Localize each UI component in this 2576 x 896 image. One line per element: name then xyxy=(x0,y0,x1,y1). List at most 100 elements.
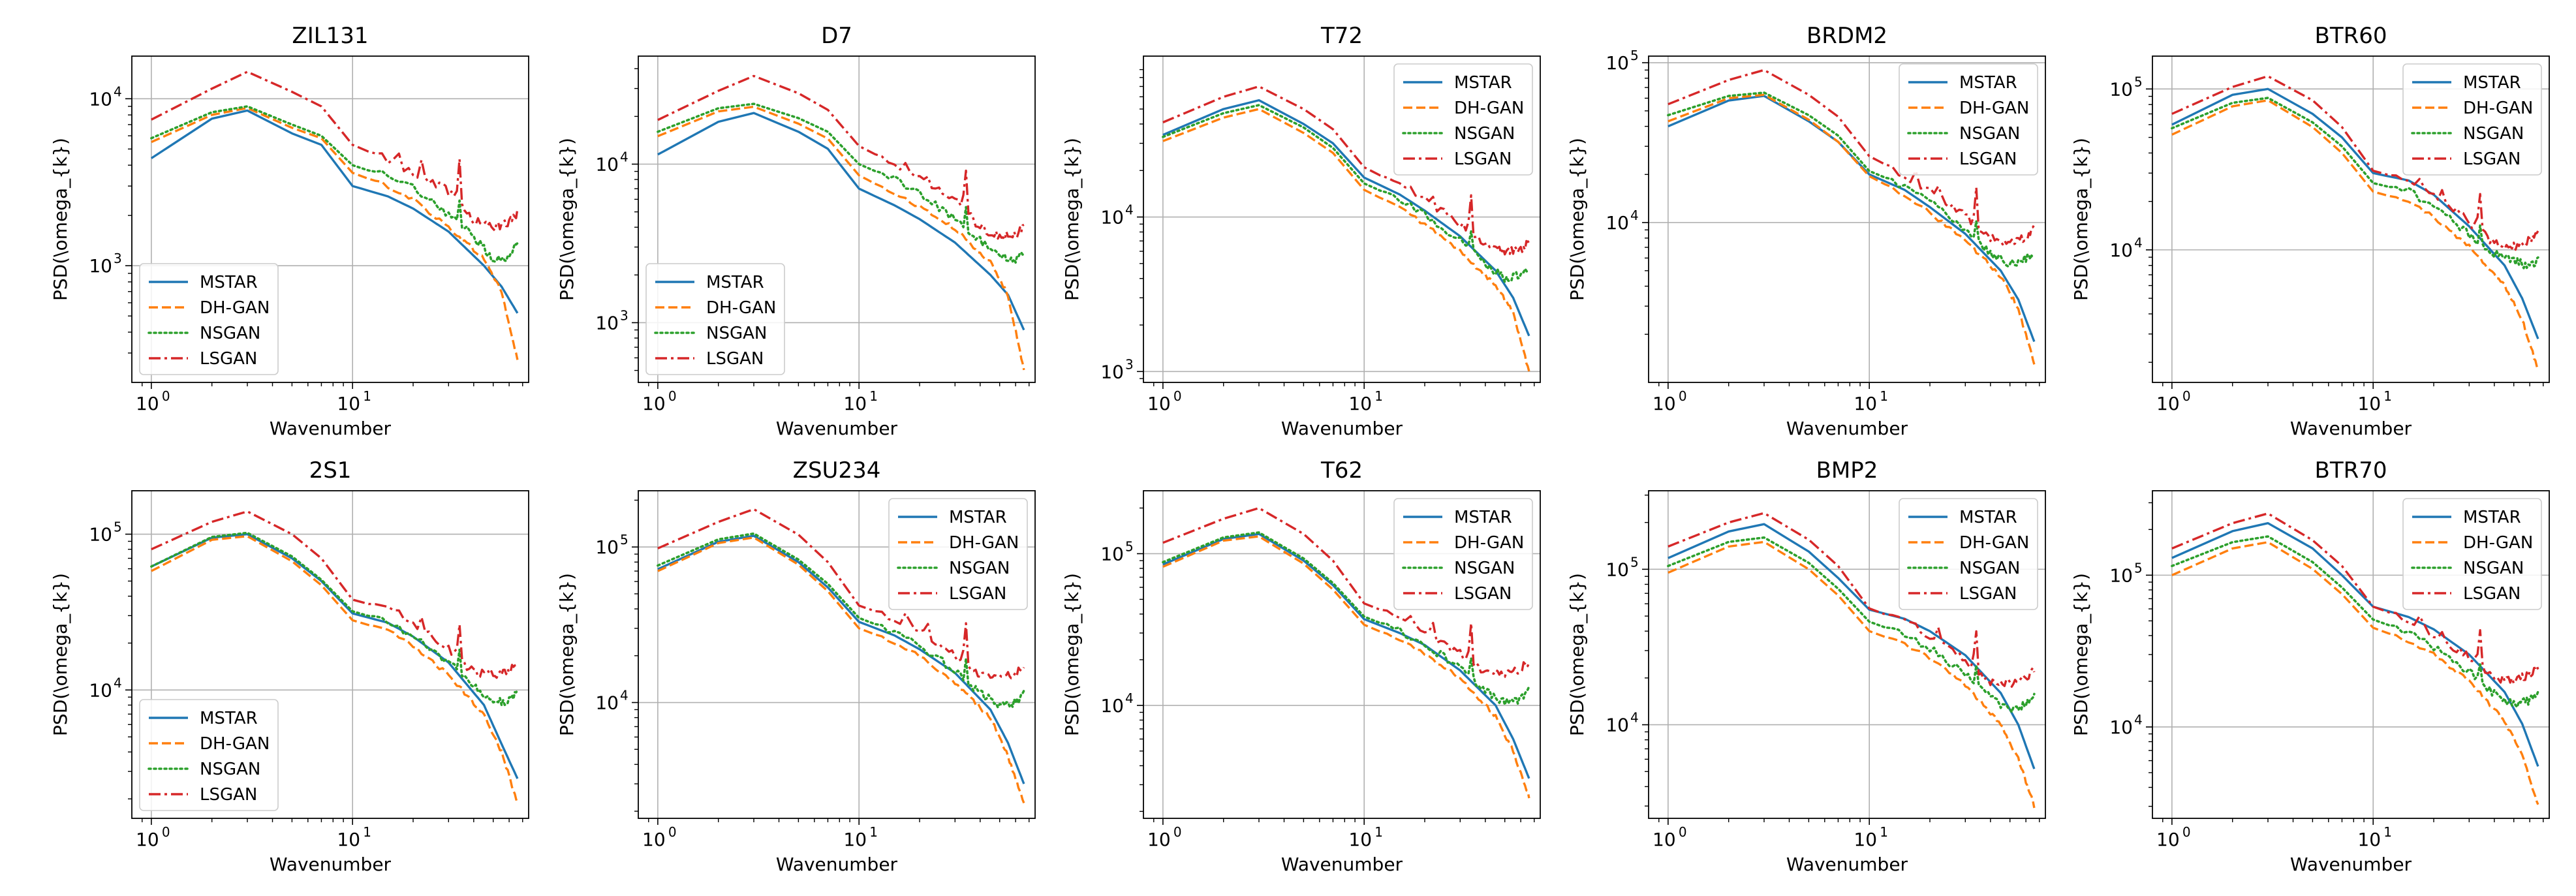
chart-panel-2s1: 10 0 10 110 410 52S1WavenumberPSD(\omega_{k})… xyxy=(50,457,529,875)
legend-label: NSGAN xyxy=(1454,559,1515,578)
series-line-nsgan xyxy=(150,105,519,263)
legend-label: NSGAN xyxy=(2463,124,2524,144)
legend-label: MSTAR xyxy=(706,273,764,292)
legend-label: LSGAN xyxy=(706,349,764,369)
x-tick-label: 10 xyxy=(1854,829,1877,850)
legend-label: MSTAR xyxy=(2463,73,2521,93)
y-tick-label: 10 xyxy=(1606,715,1629,736)
legend-box xyxy=(888,498,1028,610)
y-tick-label: 10 xyxy=(2109,564,2133,586)
series-line-dh-gan xyxy=(151,106,519,360)
y-tick-label: 10 xyxy=(1100,695,1124,717)
x-tick-label: 10 xyxy=(337,829,360,850)
y-tick-exponent: 3 xyxy=(1125,356,1134,372)
legend-box xyxy=(139,263,279,375)
legend-label: LSGAN xyxy=(1454,584,1512,604)
y-axis-label: PSD(\omega_{k}) xyxy=(50,573,71,736)
series-group xyxy=(150,510,519,804)
legend-label: MSTAR xyxy=(1959,508,2017,527)
legend-label: DH-GAN xyxy=(1959,99,2029,118)
series-group xyxy=(150,70,519,360)
y-tick-exponent: 4 xyxy=(620,149,628,165)
axes-frame xyxy=(1648,55,2046,383)
y-tick-label: 10 xyxy=(1606,559,1629,580)
legend-label: LSGAN xyxy=(1959,149,2017,169)
legend-label: DH-GAN xyxy=(2463,533,2533,553)
series-line-mstar xyxy=(657,534,1025,784)
series-line-nsgan xyxy=(657,102,1025,264)
axes-frame xyxy=(131,490,529,819)
axes-frame xyxy=(2152,490,2550,819)
x-axis-label: Wavenumber xyxy=(1281,418,1403,439)
legend: MSTAR DH-GAN NSGAN LSGAN xyxy=(1393,498,1533,610)
legend-label: MSTAR xyxy=(1454,73,1512,93)
axes-frame xyxy=(2152,55,2550,383)
series-group xyxy=(2171,75,2539,371)
y-tick-label: 10 xyxy=(595,312,619,333)
x-tick-label: 10 xyxy=(136,393,159,414)
series-line-lsgan xyxy=(151,510,519,679)
y-tick-exponent: 4 xyxy=(1630,208,1639,223)
legend-label: LSGAN xyxy=(1959,584,2017,604)
series-line-mstar xyxy=(1668,95,2036,343)
y-tick-exponent: 5 xyxy=(1125,538,1134,554)
y-tick-label: 10 xyxy=(89,524,112,546)
legend-box xyxy=(2402,498,2542,610)
legend-label: DH-GAN xyxy=(949,533,1019,553)
x-axis-label: Wavenumber xyxy=(2290,854,2412,875)
legend-label: DH-GAN xyxy=(200,298,270,318)
x-tick-exponent: 1 xyxy=(2383,388,2392,404)
series-line-nsgan xyxy=(2171,535,2539,709)
x-axis-label: Wavenumber xyxy=(2290,418,2412,439)
x-tick-exponent: 0 xyxy=(1679,388,1687,404)
x-axis-label: Wavenumber xyxy=(1281,854,1403,875)
series-group xyxy=(1162,506,1530,799)
y-tick-label: 10 xyxy=(1606,212,1629,234)
legend-label: NSGAN xyxy=(200,324,260,343)
legend-label: DH-GAN xyxy=(1454,533,1524,553)
x-tick-label: 10 xyxy=(642,393,666,414)
x-tick-label: 10 xyxy=(843,393,867,414)
chart-panel-t62: 10 0 10 110 410 5T62WavenumberPSD(\omega_{k})… xyxy=(1061,457,1541,875)
legend-label: NSGAN xyxy=(1454,124,1515,144)
y-tick-exponent: 5 xyxy=(114,519,122,535)
legend: MSTAR DH-GAN NSGAN LSGAN xyxy=(139,699,279,811)
x-tick-exponent: 1 xyxy=(1880,824,1888,840)
series-group xyxy=(1667,69,2036,365)
legend-box xyxy=(2402,63,2542,176)
series-line-dh-gan xyxy=(657,105,1025,371)
series-line-lsgan xyxy=(2171,512,2539,685)
series-line-dh-gan xyxy=(151,535,519,804)
y-axis-label: PSD(\omega_{k}) xyxy=(2070,138,2092,301)
series-line-lsgan xyxy=(151,70,519,232)
axes-frame xyxy=(1143,55,1541,383)
legend-label: MSTAR xyxy=(200,709,258,728)
legend-box xyxy=(1393,498,1533,610)
y-tick-exponent: 5 xyxy=(2134,560,2143,576)
legend: MSTAR DH-GAN NSGAN LSGAN xyxy=(139,263,279,375)
x-axis-label: Wavenumber xyxy=(1786,418,1908,439)
y-axis-label: PSD(\omega_{k}) xyxy=(1566,138,1588,301)
axes-frame xyxy=(638,55,1036,383)
x-tick-exponent: 1 xyxy=(869,824,878,840)
series-line-dh-gan xyxy=(1162,535,1530,799)
legend-box xyxy=(1899,63,2038,176)
y-axis-label: PSD(\omega_{k}) xyxy=(50,138,71,301)
legend-label: LSGAN xyxy=(2463,584,2521,604)
y-tick-exponent: 4 xyxy=(114,675,122,690)
x-tick-exponent: 1 xyxy=(1374,824,1383,840)
y-tick-label: 10 xyxy=(1606,52,1629,74)
legend-label: NSGAN xyxy=(1959,124,2020,144)
y-tick-exponent: 5 xyxy=(620,532,628,548)
x-tick-exponent: 0 xyxy=(162,824,170,840)
x-tick-label: 10 xyxy=(1348,829,1372,850)
axes-frame xyxy=(131,55,529,383)
chart-panel-btr60: 10 0 10 110 410 5BTR60WavenumberPSD(\omega_{k… xyxy=(2070,23,2550,439)
series-line-nsgan xyxy=(2171,97,2539,270)
series-line-lsgan xyxy=(1162,85,1530,256)
chart-title: BMP2 xyxy=(1816,457,1878,484)
chart-title: BTR70 xyxy=(2315,457,2387,484)
y-tick-exponent: 4 xyxy=(620,688,628,703)
legend-label: MSTAR xyxy=(1959,73,2017,93)
